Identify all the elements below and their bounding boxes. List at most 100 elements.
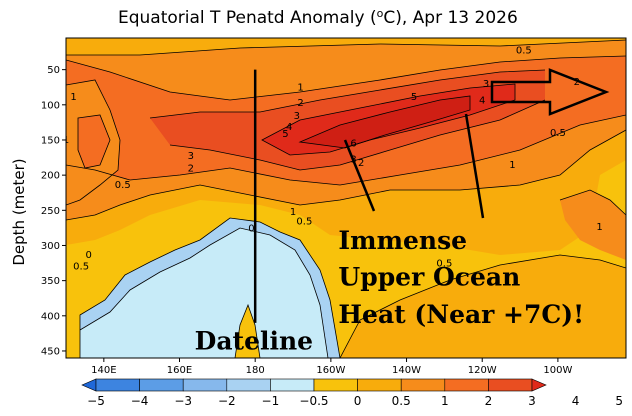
contour-label: 1 [290,207,296,218]
contour-line [66,114,626,186]
colorbar-label: 2 [485,394,493,408]
contour-label: 2 [358,158,364,169]
contour-line [66,79,121,206]
annotation-text: Dateline [195,327,313,356]
contour-label: 5 [282,129,288,140]
contour-label: 1 [70,92,76,103]
colorbar-segment [139,378,184,392]
chart-title: Equatorial T Penatd Anomaly (oC), Apr 13… [118,7,518,28]
contour-label: 1 [297,83,303,94]
colorbar-segment [313,378,358,392]
colorbar-segment [95,378,140,392]
colorbar-segment [81,378,97,392]
contour-line [298,95,471,149]
annotation-layer: Immense Upper Ocean Heat (Near +7C)! Dateli… [195,226,584,356]
y-tick-label: 150 [41,135,60,146]
colorbar-label: 3 [528,394,536,408]
contour-label: 3 [483,79,489,90]
annotation-text: Immense [338,226,467,255]
contour-line [149,69,546,119]
colorbar-segment [400,378,446,392]
band-5 [300,96,470,148]
title-unit: C), Apr 13 2026 [383,8,517,28]
band-right-1 [560,190,626,260]
y-tick-label: 200 [41,171,60,182]
contour-label: 5 [411,92,417,103]
colorbar-segment [531,378,547,392]
colorbar-segment [357,378,402,392]
band-neg-05 [80,228,328,358]
contour-line [339,254,626,358]
colorbar-segment [270,378,315,392]
colorbar-segment [444,378,489,392]
title-main: Equatorial T Penatd Anomaly ( [118,8,377,28]
contour-line [234,303,261,358]
contour-line [79,217,341,358]
colorbar-segment [226,378,271,392]
y-tick-label: 400 [41,311,60,322]
contour-label: 3 [188,151,194,162]
contour-line [66,129,626,221]
contour-label: 4 [286,122,292,133]
contour-line [66,55,626,101]
contour-label: 4 [479,95,485,106]
colorbar-label: −4 [131,394,149,408]
colorbar-label: 5 [615,394,623,408]
contour-label: 2 [188,164,194,175]
contour-label: 2 [297,98,303,109]
annotation-pointer-line [343,139,376,212]
x-tick-label: 140W [392,365,421,376]
y-axis-label: Depth (meter) [10,158,28,265]
x-tick-label: 180 [246,365,265,376]
contour-line [66,39,626,56]
colorbar-segment [488,378,533,392]
contour-label: 1 [509,160,515,171]
colorbar: −5 −4 −3 −2 −1 −0.5 0 0.5 1 2 3 4 5 [81,378,623,408]
annotation-pointer-line [464,113,485,219]
colorbar-label: −3 [174,394,192,408]
contour-label: 0.5 [436,259,452,270]
contour-label: 0 [248,223,254,234]
contour-line [261,83,516,156]
contour-label: 1 [63,135,69,146]
x-tick-label: 100W [543,365,572,376]
contour-line [77,114,111,169]
annotation-text: Heat (Near +7C)! [338,300,584,329]
contour-label: 0.5 [296,216,312,227]
y-axis-ticks: 50 100 150 200 250 300 350 400 450 [41,65,66,357]
x-axis-ticks: 140E 160E 180 160W 140W 120W 100W [91,358,572,376]
y-tick-label: 450 [41,346,60,357]
contour-line [169,99,546,171]
x-tick-label: 160W [316,365,345,376]
contour-label: 2 [574,77,580,88]
annotation-text: Upper Ocean [338,263,520,292]
band-right-deep [340,255,626,358]
colorbar-label: 0 [354,394,362,408]
x-tick-label: 120W [468,365,497,376]
colorbar-label: −0.5 [299,394,328,408]
x-tick-label: 160E [167,365,192,376]
colorbar-label: 4 [572,394,580,408]
contour-label: 0 [86,250,92,261]
y-tick-label: 100 [41,100,60,111]
y-tick-label: 250 [41,206,60,217]
y-tick-label: 350 [41,276,60,287]
contour-label: 0.5 [115,180,131,191]
y-tick-label: 50 [47,65,60,76]
colorbar-label: −2 [218,394,236,408]
title-degree: o [377,7,384,20]
colorbar-label: −1 [262,394,280,408]
colorbar-label: 1 [441,394,449,408]
y-tick-label: 300 [41,241,60,252]
x-tick-label: 140E [91,365,116,376]
contour-label: 1 [596,222,602,233]
plot-frame [65,37,627,359]
colorbar-segment [182,378,228,392]
contour-label: 3 [294,111,300,122]
contour-label: 0.5 [516,45,532,56]
contour-label: 0.5 [73,261,89,272]
